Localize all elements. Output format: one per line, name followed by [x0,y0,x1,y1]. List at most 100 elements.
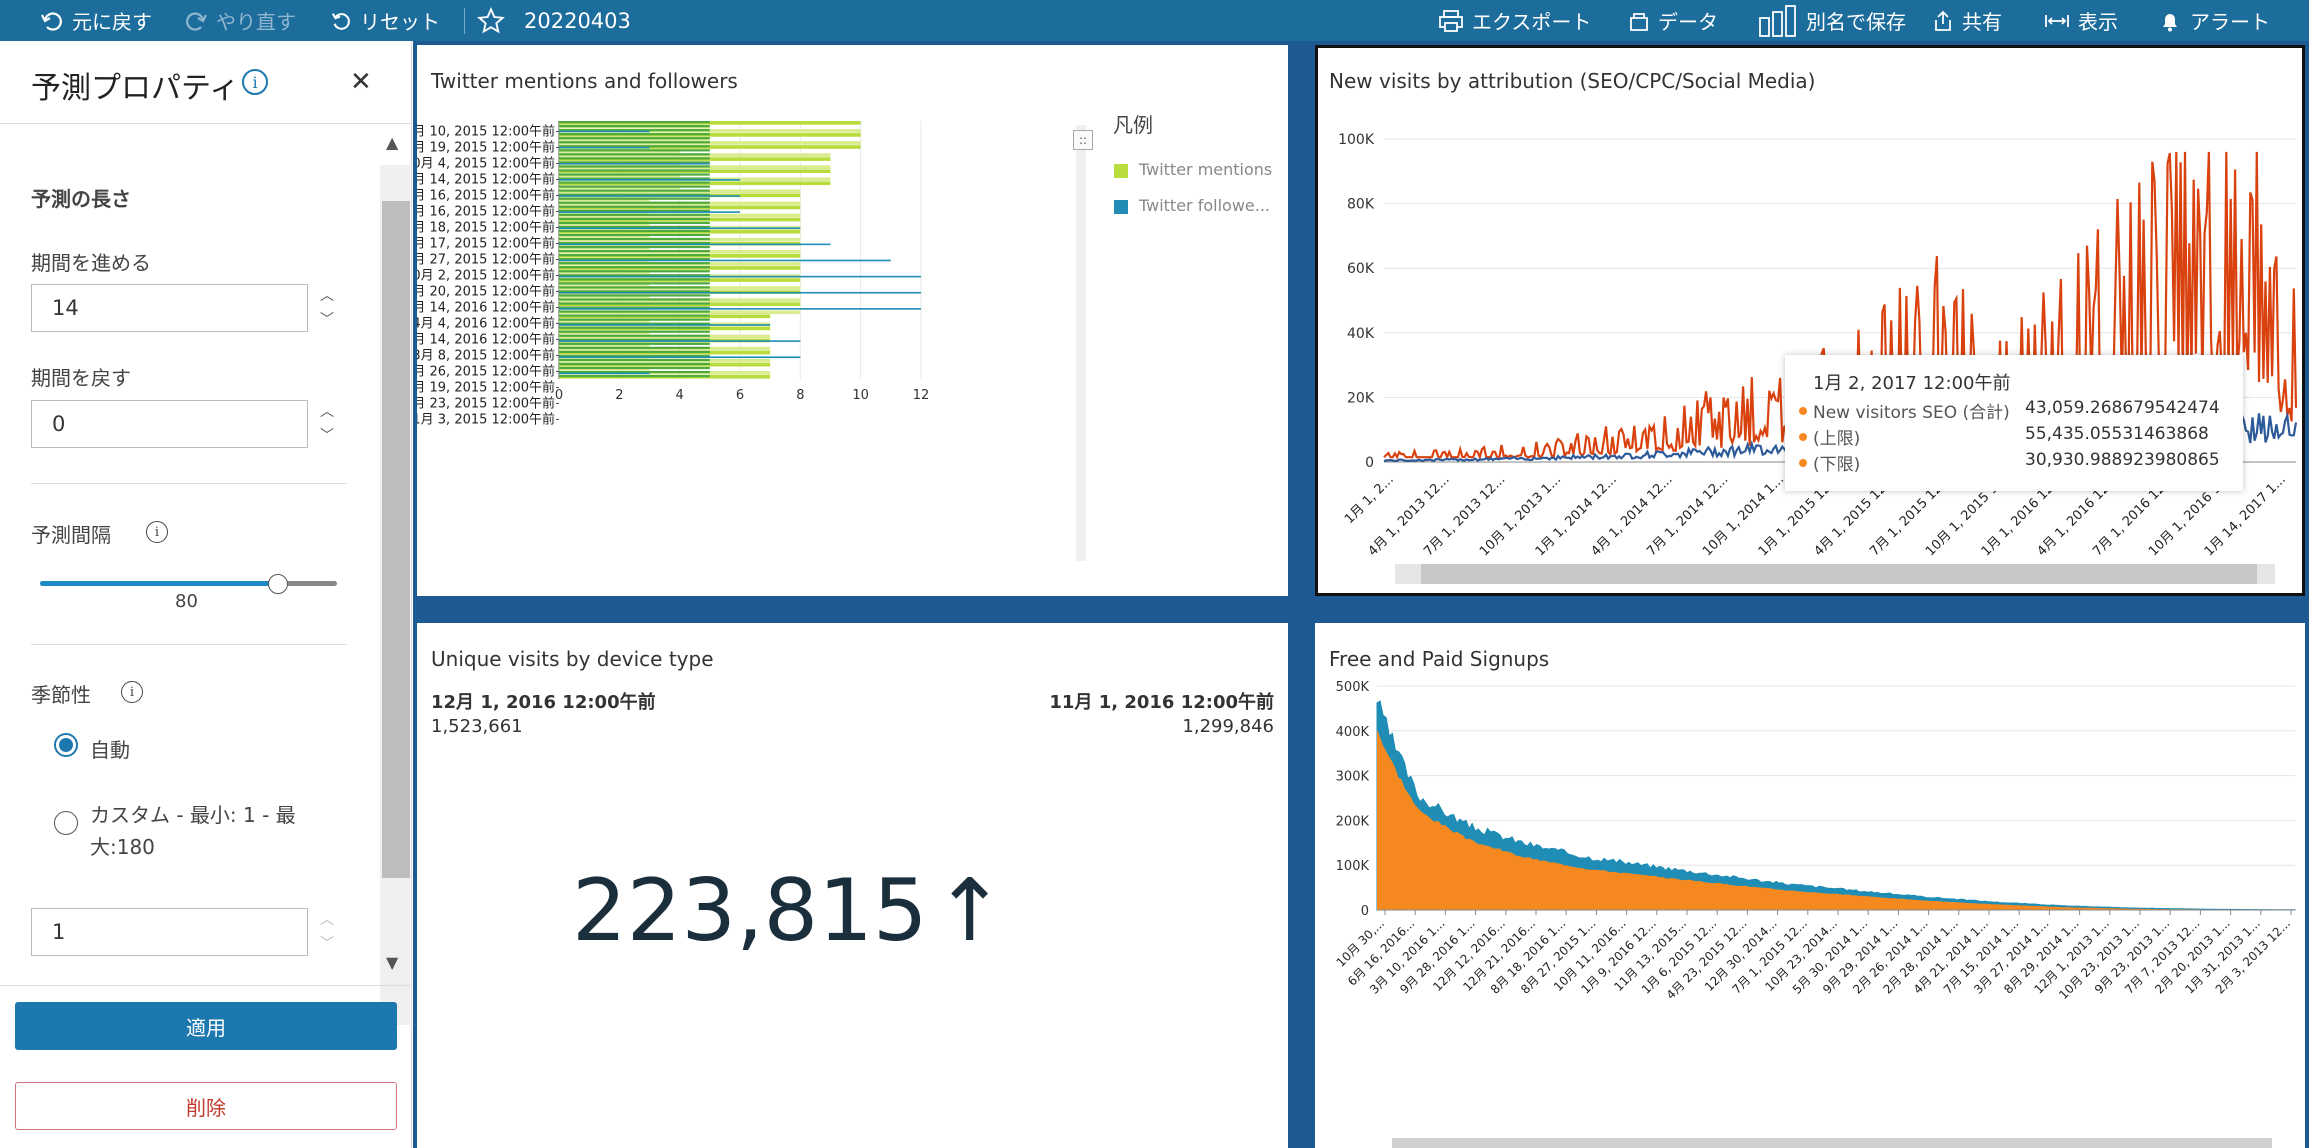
data-button[interactable]: データ [1628,0,1718,41]
follower-bar [559,259,891,262]
interval-label: 予測間隔 [31,523,111,547]
mention-bar-dark [559,258,710,261]
legend-scroll-handle-icon[interactable]: :: [1073,130,1093,150]
tile-signups[interactable]: Free and Paid Signups 0 100K 200K 300K 400K 5… [1315,623,2305,1148]
radio-auto[interactable] [54,733,78,757]
mention-bar-dark [559,189,710,192]
delete-button[interactable]: 削除 [15,1082,397,1130]
y-tick-label: 10月 4, 2015 12:00午前 [417,156,555,172]
seasonality-input[interactable]: 1 [31,908,308,956]
radio-custom-label-2: 大:180 [90,835,155,859]
range-scroller[interactable] [1392,1138,2272,1148]
tile-title: New visits by attribution (SEO/CPC/Socia… [1329,69,1816,93]
scrollbar-thumb[interactable] [382,201,410,878]
kpi-compare-date: 11月 1, 2016 12:00午前 [1049,692,1274,713]
mention-bar-dark [559,362,710,366]
chart-tooltip: 1月 2, 2017 12:00午前 New visitors SEO (合計)… [1785,355,2243,491]
interval-info-icon[interactable]: i [146,521,168,543]
legend-title: 凡例 [1113,113,1153,137]
mention-bar-dark [559,177,710,180]
y-tick-label: 4月 26, 2015 12:00午前 [417,364,555,380]
mention-bar-dark [559,193,710,196]
star-icon [477,6,505,33]
tile-unique-visits[interactable]: Unique visits by device type 12月 1, 2016… [417,623,1288,1148]
alert-button[interactable]: アラート [2158,0,2270,41]
mention-bar-dark [559,250,710,253]
printer-icon [1439,9,1463,32]
undo-button[interactable]: 元に戻す [40,0,152,41]
y-tick-label: 11月 3, 2015 12:00午前 [417,412,555,428]
save-as-button[interactable]: 別名で保存 [1758,0,1906,41]
mention-bar-dark [559,173,710,176]
y-tick-label: 6月 14, 2016 12:00午前 [417,332,555,348]
mention-bar-dark [559,237,710,241]
redo-icon [186,11,207,31]
y-tick-label: 100K [1336,859,1370,874]
export-button[interactable]: エクスポート [1438,0,1591,41]
forward-decrement-icon[interactable]: ﹀ [320,312,334,328]
range-scroller-thumb[interactable] [1421,564,2257,584]
scroll-down-icon[interactable]: ▼ [386,953,399,972]
legend-scrollbar[interactable] [1076,125,1086,561]
follower-bar [559,308,921,310]
mention-bar-dark [559,306,710,309]
report-title: 20220403 [524,8,631,33]
y-tick-label: 3月 8, 2015 12:00午前 [417,348,555,364]
tile-new-visits[interactable]: New visits by attribution (SEO/CPC/Socia… [1315,45,2305,596]
share-button[interactable]: 共有 [1932,0,2002,41]
mention-bar-dark [559,141,710,144]
tile-twitter[interactable]: Twitter mentions and followers 0 2 4 6 8 10 12… [417,45,1288,596]
backward-periods-input[interactable]: 0 [31,400,308,448]
data-icon [1630,12,1648,31]
close-icon[interactable]: ✕ [350,67,372,97]
dashboard-canvas: Twitter mentions and followers 0 2 4 6 8 10 12… [413,41,2309,1148]
panel-title: 予測プロパティ [31,71,240,106]
redo-button[interactable]: やり直す [184,0,296,41]
follower-bar [559,372,650,375]
y-tick-label: 7月 27, 2015 12:00午前 [417,252,555,268]
forward-periods-input[interactable]: 14 [31,284,308,332]
interval-slider[interactable] [40,574,337,594]
mention-bar-dark [559,326,710,329]
expand-width-icon [2045,14,2069,27]
seasonality-increment-icon[interactable]: ︿ [320,912,334,928]
mention-bar-dark [559,241,710,245]
share-label: 共有 [1962,10,2002,34]
x-tick-label: 10 [852,388,869,403]
radio-custom[interactable] [54,811,78,835]
x-tick-label: 4 [676,388,684,403]
mention-bar-dark [559,133,710,136]
reset-icon [331,12,350,30]
view-label: 表示 [2078,10,2118,34]
mention-bar-dark [559,125,710,128]
scroll-up-icon[interactable]: ▲ [386,133,399,152]
mention-bar-dark [559,157,710,160]
favorite-button[interactable] [477,0,513,41]
info-icon[interactable]: i [242,69,268,95]
apply-button[interactable]: 適用 [15,1002,397,1050]
reset-button[interactable]: リセット [330,0,440,41]
y-tick-label: 0 [1365,455,1374,471]
seasonality-info-icon[interactable]: i [121,681,143,703]
y-tick-label: 20K [1347,390,1375,406]
mention-bar-dark [559,290,710,293]
backward-decrement-icon[interactable]: ﹀ [320,428,334,444]
legend-item-followers[interactable]: Twitter followe... [1139,196,1270,215]
mention-bar-dark [559,366,710,370]
seasonality-label: 季節性 [31,683,91,707]
legend-item-mentions[interactable]: Twitter mentions [1139,160,1273,179]
share-icon [1935,10,1951,31]
y-tick-label: 0 [1361,904,1369,919]
export-label: エクスポート [1472,10,1592,34]
view-button[interactable]: 表示 [2044,0,2118,41]
y-tick-label: 80K [1347,197,1375,213]
seasonality-decrement-icon[interactable]: ﹀ [320,936,334,952]
mention-bar-dark [559,197,710,200]
backward-increment-icon[interactable]: ︿ [320,404,334,420]
forward-label: 期間を進める [31,251,151,275]
backward-label: 期間を戻す [31,366,131,390]
forward-increment-icon[interactable]: ︿ [320,288,334,304]
slider-thumb[interactable] [267,574,288,594]
kpi-big-value: 223,815↑ [572,861,1006,961]
